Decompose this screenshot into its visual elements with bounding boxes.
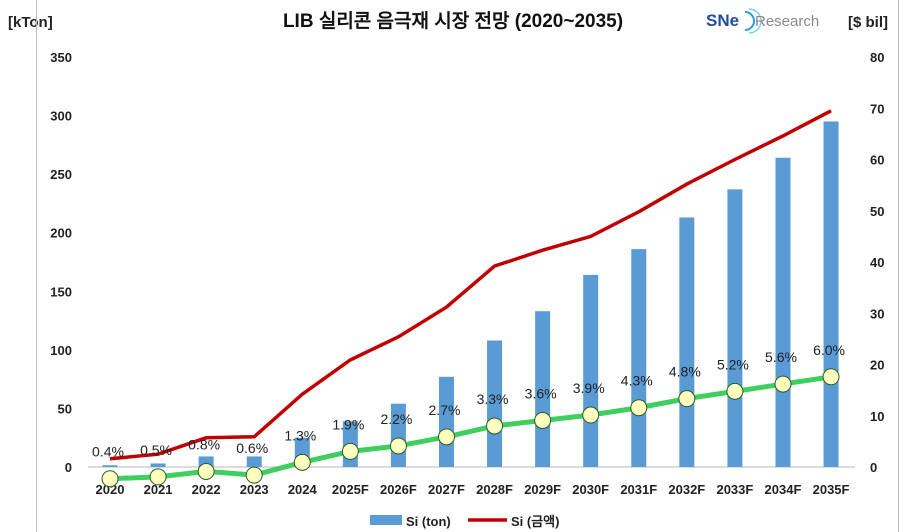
right-border [898,0,899,532]
left-axis-tick: 100 [50,343,72,358]
bar-2021 [150,463,166,467]
left-axis-tick: 0 [65,460,72,475]
share-marker-2033F [726,382,744,400]
share-marker-2026F [389,437,407,455]
x-axis-tick: 2020 [96,482,125,497]
share-data-label: 1.9% [332,416,364,432]
share-data-label: 5.2% [717,356,749,372]
share-marker-2025F [341,442,359,460]
x-axis-tick: 2025F [332,482,369,497]
share-marker-2031F [630,399,648,417]
legend-swatch-si-ton [370,515,402,525]
right-axis-tick: 70 [870,101,884,116]
svg-text:Research: Research [755,13,819,30]
share-marker-2022 [197,462,215,480]
share-data-label: 3.3% [477,391,509,407]
right-axis-tick: 60 [870,153,884,168]
x-axis-tick: 2026F [380,482,417,497]
chart-title: LIB 실리콘 음극재 시장 전망 (2020~2035) [283,10,623,32]
right-axis-tick: 20 [870,358,884,373]
left-axis-tick: 50 [58,401,72,416]
bar-2034F [775,157,791,467]
line-si-value [109,109,832,461]
bar-2030F [583,274,599,467]
left-axis-tick: 150 [50,284,72,299]
share-marker-2023 [245,466,263,484]
legend-label-si-value: Si (금액) [511,514,559,529]
right-axis-label: [$ bil] [848,14,888,31]
left-axis-tick: 300 [50,109,72,124]
bar-2028F [487,340,503,467]
x-axis-tick: 2035F [813,482,850,497]
left-border [36,0,37,532]
left-axis-tick: 350 [50,50,72,65]
line-share [109,374,832,482]
x-axis-tick: 2022 [192,482,221,497]
share-data-label: 0.5% [140,442,172,458]
x-axis-tick: 2028F [476,482,513,497]
share-data-label: 0.4% [92,444,124,460]
share-data-label: 2.7% [429,402,461,418]
share-marker-2030F [582,406,600,424]
x-axis-tick: 2027F [428,482,465,497]
bar-2023 [246,456,262,467]
bar-2031F [631,249,647,467]
share-marker-2035F [822,368,840,386]
share-data-label: 4.8% [669,364,701,380]
share-data-label: 0.6% [236,440,268,456]
bar-2033F [727,189,743,467]
x-axis-tick: 2033F [716,482,753,497]
x-axis-tick: 2024 [288,482,318,497]
share-marker-2034F [774,375,792,393]
right-axis-tick: 10 [870,409,884,424]
x-axis-tick: 2032F [668,482,705,497]
share-marker-2032F [678,390,696,408]
legend-label-si-ton: Si (ton) [406,514,451,529]
bar-2032F [679,217,695,467]
right-axis-tick: 30 [870,306,884,321]
left-axis-tick: 250 [50,167,72,182]
x-axis-tick: 2023 [240,482,269,497]
share-data-label: 3.6% [525,385,557,401]
bar-2035F [823,121,839,467]
right-axis-tick: 40 [870,255,884,270]
bar-2022 [198,456,214,467]
share-marker-2029F [534,411,552,429]
share-data-label: 6.0% [813,342,845,358]
share-data-label: 3.9% [573,380,605,396]
x-axis-tick: 2031F [620,482,657,497]
share-data-label: 0.8% [188,436,220,452]
left-axis-tick: 200 [50,226,72,241]
right-axis-tick: 0 [870,460,877,475]
share-data-label: 5.6% [765,349,797,365]
legend: Si (ton) Si (금액) [370,514,559,529]
left-axis-label: [kTon] [8,14,53,31]
x-axis-tick: 2029F [524,482,561,497]
share-marker-2021 [149,468,167,486]
share-data-label: 1.3% [284,427,316,443]
share-marker-2020 [101,470,119,488]
x-axis-tick: 2034F [765,482,802,497]
right-axis-tick: 80 [870,50,884,65]
share-data-label: 2.2% [380,411,412,427]
svg-text:SNe: SNe [706,11,739,30]
bar-2027F [438,376,454,467]
bar-2020 [102,465,118,467]
right-axis-tick: 50 [870,204,884,219]
x-axis-tick: 2030F [572,482,609,497]
share-data-label: 4.3% [621,373,653,389]
sne-research-logo: SNe Research [706,8,819,34]
share-marker-2028F [486,417,504,435]
share-marker-2027F [437,428,455,446]
x-axis-tick: 2021 [144,482,173,497]
share-marker-2024 [293,453,311,471]
